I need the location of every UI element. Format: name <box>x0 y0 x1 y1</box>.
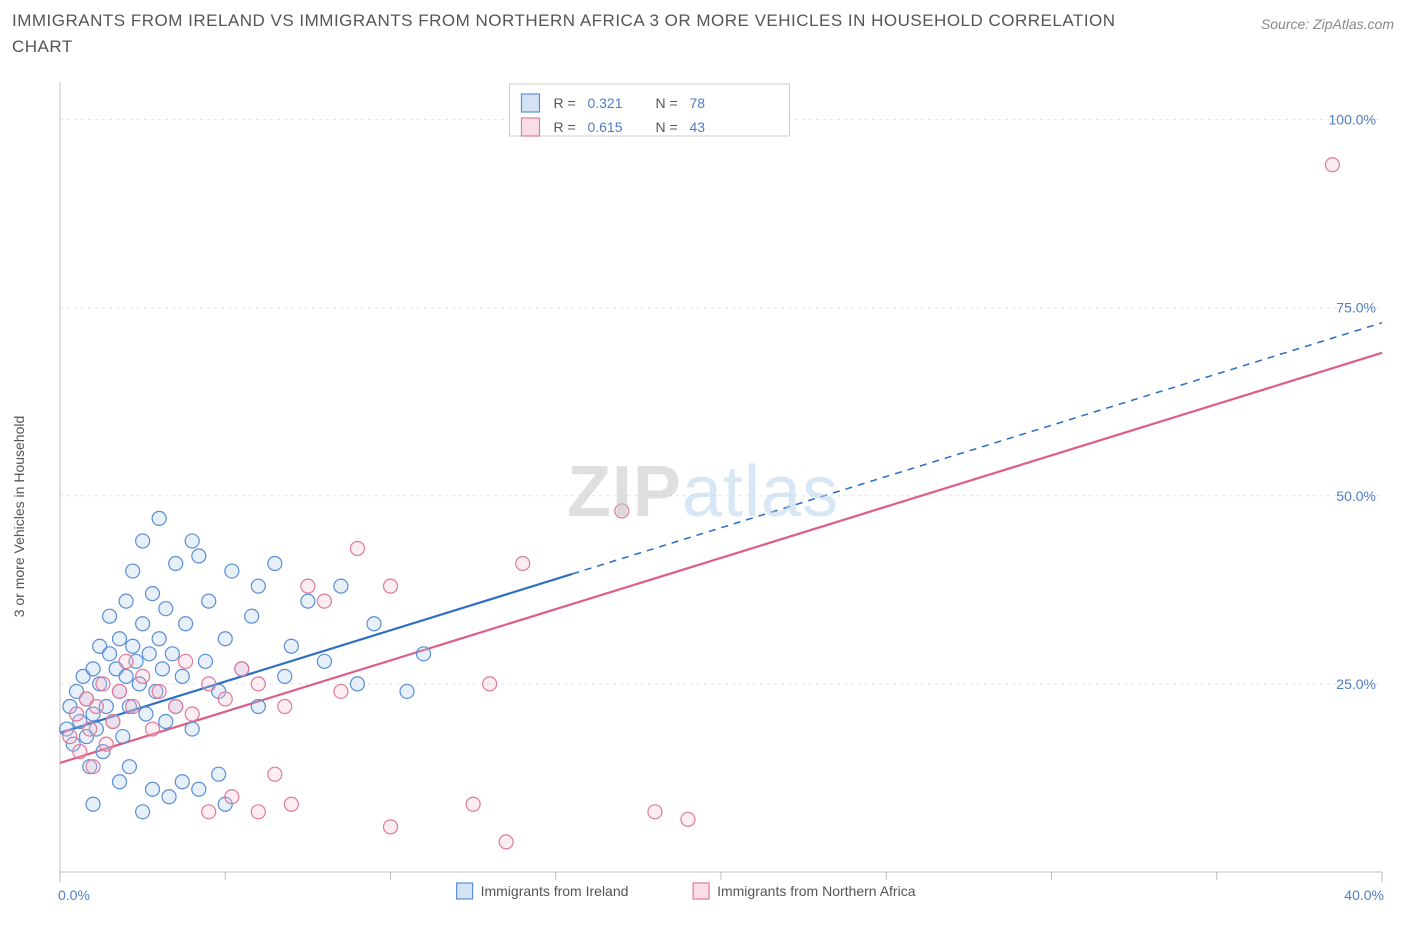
svg-text:0.321: 0.321 <box>587 95 622 111</box>
scatter-chart: 0.0% 40.0% 25.0% 50.0% 75.0% 100.0% 3 or more … <box>0 70 1406 930</box>
header: IMMIGRANTS FROM IRELAND VS IMMIGRANTS FR… <box>12 8 1394 59</box>
source-attribution: Source: ZipAtlas.com <box>1261 16 1394 32</box>
svg-text:43: 43 <box>689 119 705 135</box>
svg-text:R =: R = <box>553 95 575 111</box>
svg-text:N =: N = <box>655 119 677 135</box>
svg-text:78: 78 <box>689 95 705 111</box>
svg-text:75.0%: 75.0% <box>1336 300 1376 316</box>
svg-text:3 or more Vehicles in Househol: 3 or more Vehicles in Household <box>11 416 27 618</box>
svg-text:40.0%: 40.0% <box>1344 887 1384 903</box>
chart-title: IMMIGRANTS FROM IRELAND VS IMMIGRANTS FR… <box>12 8 1132 59</box>
chart-container: ZIPatlas 0.0%40.0%25.0%50.0%75.0%100.0%3… <box>0 70 1406 930</box>
svg-text:100.0%: 100.0% <box>1329 112 1376 128</box>
svg-text:0.615: 0.615 <box>587 119 622 135</box>
svg-text:50.0%: 50.0% <box>1336 488 1376 504</box>
svg-text:Immigrants from Ireland: Immigrants from Ireland <box>481 883 629 899</box>
svg-text:R =: R = <box>553 119 575 135</box>
svg-text:0.0%: 0.0% <box>58 887 90 903</box>
svg-text:25.0%: 25.0% <box>1336 676 1376 692</box>
svg-text:N =: N = <box>655 95 677 111</box>
svg-text:Immigrants from Northern Afric: Immigrants from Northern Africa <box>717 883 916 899</box>
